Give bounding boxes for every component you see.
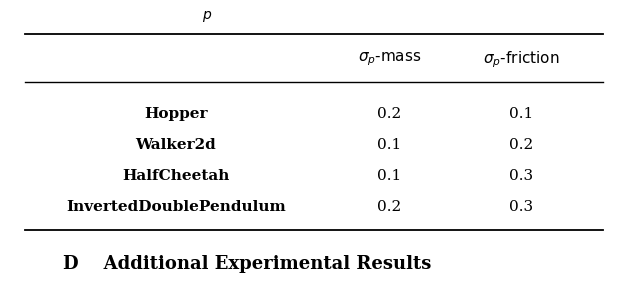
- Text: D    Additional Experimental Results: D Additional Experimental Results: [63, 255, 431, 273]
- Text: 0.2: 0.2: [509, 138, 533, 152]
- Text: $p$: $p$: [202, 9, 212, 24]
- Text: $\sigma_p$-friction: $\sigma_p$-friction: [483, 49, 560, 70]
- Text: HalfCheetah: HalfCheetah: [122, 169, 229, 183]
- Text: 0.3: 0.3: [509, 200, 533, 214]
- Text: 0.1: 0.1: [509, 106, 533, 121]
- Text: Walker2d: Walker2d: [136, 138, 216, 152]
- Text: $\sigma_p$-mass: $\sigma_p$-mass: [357, 51, 421, 68]
- Text: 0.3: 0.3: [509, 169, 533, 183]
- Text: 0.2: 0.2: [377, 106, 401, 121]
- Text: 0.2: 0.2: [377, 200, 401, 214]
- Text: 0.1: 0.1: [377, 138, 401, 152]
- Text: 0.1: 0.1: [377, 169, 401, 183]
- Text: Hopper: Hopper: [144, 106, 208, 121]
- Text: InvertedDoublePendulum: InvertedDoublePendulum: [66, 200, 286, 214]
